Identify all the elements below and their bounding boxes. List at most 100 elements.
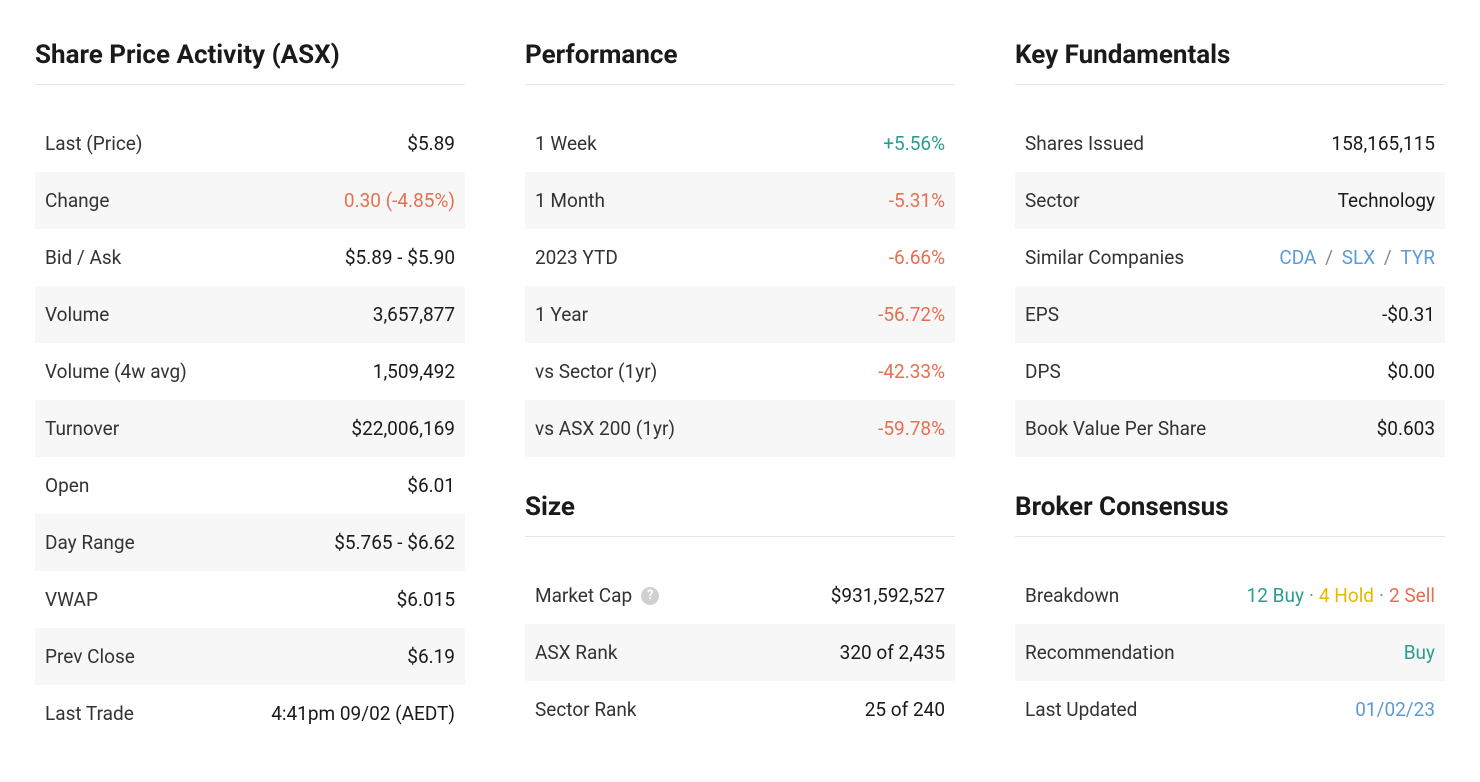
table-row: Market Cap ? $931,592,527 [525,567,955,624]
row-value: $0.00 [1387,360,1435,383]
row-value: 25 of 240 [865,698,945,721]
row-value-positive: +5.56% [883,132,945,155]
table-row: vs ASX 200 (1yr) -59.78% [525,400,955,457]
row-label: Sector [1025,189,1080,212]
row-label: Open [45,474,89,497]
table-row: DPS $0.00 [1015,343,1445,400]
table-row: 1 Week +5.56% [525,115,955,172]
table-row: Sector Technology [1015,172,1445,229]
link-separator: / [1379,246,1396,269]
similar-companies-links: CDA / SLX / TYR [1279,246,1435,269]
table-row: Prev Close $6.19 [35,628,465,685]
fundamentals-rows: Shares Issued 158,165,115 Sector Technol… [1015,115,1445,457]
row-label: Book Value Per Share [1025,417,1206,440]
row-label: 1 Month [535,189,605,212]
table-row: VWAP $6.015 [35,571,465,628]
last-updated-link[interactable]: 01/02/23 [1355,698,1435,721]
table-row: Similar Companies CDA / SLX / TYR [1015,229,1445,286]
row-label: Last Updated [1025,698,1137,721]
table-row: Recommendation Buy [1015,624,1445,681]
row-label: Breakdown [1025,584,1119,607]
row-value: 3,657,877 [373,303,455,326]
row-value: 4:41pm 09/02 (AEDT) [271,702,455,725]
row-value: 1,509,492 [373,360,455,383]
row-label: 1 Week [535,132,597,155]
recommendation-value: Buy [1404,641,1435,664]
row-label: DPS [1025,360,1061,383]
table-row: Turnover $22,006,169 [35,400,465,457]
performance-rows: 1 Week +5.56% 1 Month -5.31% 2023 YTD -6… [525,115,955,457]
row-label: Volume (4w avg) [45,360,187,383]
row-label: Recommendation [1025,641,1175,664]
row-value-negative: -5.31% [889,189,945,212]
broker-rows: Breakdown 12 Buy·4 Hold·2 Sell Recommend… [1015,567,1445,738]
row-value: -$0.31 [1382,303,1435,326]
table-row: Book Value Per Share $0.603 [1015,400,1445,457]
row-label: Prev Close [45,645,135,668]
table-row: Open $6.01 [35,457,465,514]
row-value: $6.01 [407,474,455,497]
row-value: $22,006,169 [351,417,455,440]
row-label: Shares Issued [1025,132,1144,155]
row-value: 320 of 2,435 [840,641,945,664]
market-cap-label: Market Cap [535,584,632,607]
row-label: 1 Year [535,303,588,326]
company-link[interactable]: TYR [1400,246,1435,269]
broker-title: Broker Consensus [1015,492,1445,537]
company-link[interactable]: CDA [1279,246,1316,269]
table-row: Change 0.30 (-4.85%) [35,172,465,229]
row-value-negative: -6.66% [889,246,945,269]
share-price-column: Share Price Activity (ASX) Last (Price) … [35,40,465,742]
row-value: $6.19 [407,645,455,668]
row-value: $5.765 - $6.62 [334,531,455,554]
performance-size-column: Performance 1 Week +5.56% 1 Month -5.31%… [525,40,955,742]
table-row: 1 Month -5.31% [525,172,955,229]
row-label: Change [45,189,109,212]
table-row: vs Sector (1yr) -42.33% [525,343,955,400]
company-link[interactable]: SLX [1342,246,1375,269]
row-value: $931,592,527 [831,584,945,607]
buy-count: 12 Buy [1247,584,1304,607]
row-value: $5.89 [407,132,455,155]
row-label: VWAP [45,588,98,611]
row-label: Sector Rank [535,698,637,721]
help-icon[interactable]: ? [641,587,659,605]
table-row: Last (Price) $5.89 [35,115,465,172]
row-label: Last (Price) [45,132,143,155]
row-value: $0.603 [1377,417,1435,440]
row-label: Turnover [45,417,119,440]
table-row: Last Trade 4:41pm 09/02 (AEDT) [35,685,465,742]
dot-separator: · [1309,584,1314,607]
row-label: Similar Companies [1025,246,1184,269]
row-value: Technology [1338,189,1435,212]
table-row: EPS -$0.31 [1015,286,1445,343]
row-value: $6.015 [397,588,455,611]
share-price-rows: Last (Price) $5.89 Change 0.30 (-4.85%) … [35,115,465,742]
row-label: Volume [45,303,109,326]
row-value-negative: -56.72% [878,303,945,326]
sell-count: 2 Sell [1389,584,1435,607]
row-value-negative: -59.78% [878,417,945,440]
fundamentals-broker-column: Key Fundamentals Shares Issued 158,165,1… [1015,40,1445,742]
table-row: Volume (4w avg) 1,509,492 [35,343,465,400]
row-label: EPS [1025,303,1059,326]
breakdown-value: 12 Buy·4 Hold·2 Sell [1247,584,1435,607]
row-label: 2023 YTD [535,246,618,269]
table-row: Bid / Ask $5.89 - $5.90 [35,229,465,286]
dot-separator: · [1379,584,1384,607]
row-label: ASX Rank [535,641,617,664]
table-row: ASX Rank 320 of 2,435 [525,624,955,681]
performance-title: Performance [525,40,955,85]
row-label: Day Range [45,531,135,554]
table-row: Last Updated 01/02/23 [1015,681,1445,738]
share-price-title: Share Price Activity (ASX) [35,40,465,85]
table-row: 2023 YTD -6.66% [525,229,955,286]
table-row: Sector Rank 25 of 240 [525,681,955,738]
hold-count: 4 Hold [1319,584,1374,607]
row-label: Last Trade [45,702,134,725]
table-row: Volume 3,657,877 [35,286,465,343]
fundamentals-title: Key Fundamentals [1015,40,1445,85]
row-label: vs ASX 200 (1yr) [535,417,675,440]
row-value: 158,165,115 [1331,132,1435,155]
size-rows: Market Cap ? $931,592,527 ASX Rank 320 o… [525,567,955,738]
